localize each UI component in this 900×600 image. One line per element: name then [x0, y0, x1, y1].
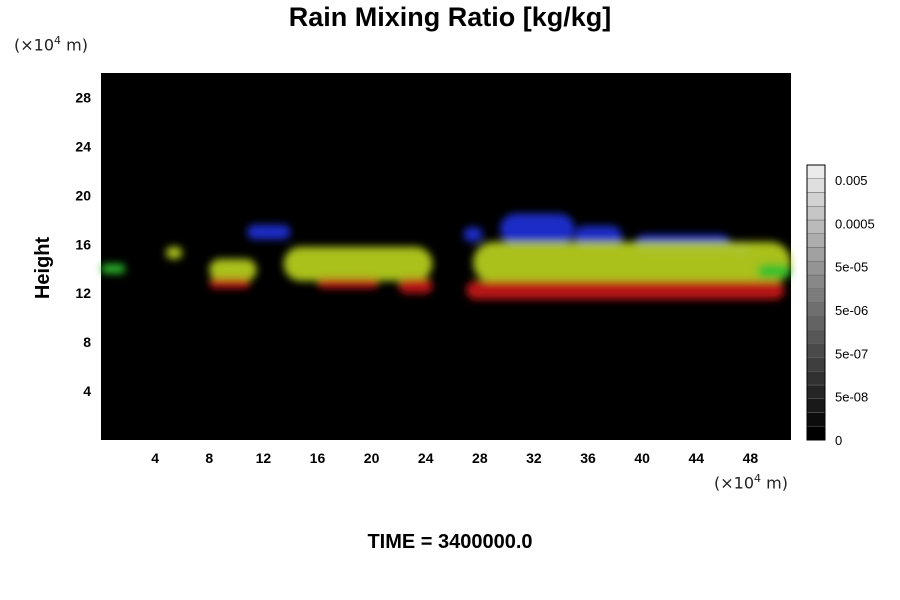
field-region-middle — [283, 246, 433, 281]
colorbar-tick-label: 5e-06 — [835, 303, 868, 318]
colorbar-swatch — [806, 206, 826, 221]
field-region-edge — [101, 263, 126, 274]
colorbar-swatch — [806, 384, 826, 399]
colorbar-tick-label: 0 — [835, 433, 842, 448]
y-tick-label: 20 — [75, 187, 91, 203]
y-tick-label: 24 — [75, 138, 91, 154]
x-tick-label: 36 — [580, 450, 596, 466]
colorbar-tick-label: 5e-05 — [835, 260, 868, 275]
field-region-lower — [466, 280, 785, 300]
colorbar-tick-label: 5e-07 — [835, 346, 868, 361]
colorbar-swatch — [806, 329, 826, 344]
time-label: TIME = 3400000.0 — [367, 531, 533, 553]
x-tick-label: 24 — [418, 450, 434, 466]
y-unit-base: (×10 — [14, 35, 55, 55]
colorbar-swatch — [806, 219, 826, 234]
field-region-edge — [757, 263, 791, 279]
x-tick-label: 40 — [634, 450, 650, 466]
field-region-lower — [398, 278, 433, 294]
field-layer — [101, 213, 791, 300]
field-region-lower — [317, 278, 379, 289]
colorbar — [806, 164, 826, 441]
colorbar-swatch — [806, 288, 826, 303]
x-tick-label: 20 — [364, 450, 380, 466]
colorbar-tick-labels: 0.005 0.0005 5e-05 5e-06 5e-07 5e-08 0 — [835, 173, 875, 448]
colorbar-swatch — [806, 357, 826, 372]
x-tick-label: 44 — [689, 450, 705, 466]
colorbar-tick-label: 0.0005 — [835, 216, 875, 231]
colorbar-swatch — [806, 164, 826, 179]
colorbar-swatch — [806, 371, 826, 386]
colorbar-swatch — [806, 261, 826, 276]
colorbar-swatch — [806, 247, 826, 262]
x-tick-labels: 4 8 12 16 20 24 28 32 36 40 44 48 — [151, 450, 758, 466]
x-tick-label: 12 — [256, 450, 272, 466]
y-tick-label: 4 — [83, 383, 91, 399]
x-tick-label: 8 — [205, 450, 213, 466]
colorbar-swatch — [806, 302, 826, 317]
y-axis-unit: (×104 m) — [14, 34, 88, 54]
field-region-upper — [247, 224, 291, 240]
field-region-lower — [209, 278, 250, 289]
x-unit-base: (×10 — [714, 473, 755, 493]
field-region-upper — [463, 227, 483, 242]
chart-title: Rain Mixing Ratio [kg/kg] — [288, 2, 612, 32]
colorbar-swatch — [806, 316, 826, 331]
colorbar-frame — [806, 164, 826, 441]
x-unit-exponent: 4 — [754, 472, 762, 485]
colorbar-swatch — [806, 412, 826, 427]
x-tick-label: 32 — [526, 450, 542, 466]
field-region-middle — [473, 241, 791, 284]
colorbar-swatch — [806, 274, 826, 289]
x-tick-label: 16 — [310, 450, 326, 466]
y-tick-label: 8 — [83, 334, 91, 350]
y-unit-tail: m) — [61, 35, 88, 55]
x-tick-label: 48 — [743, 450, 759, 466]
field-region-upper — [500, 213, 575, 245]
colorbar-swatch — [806, 192, 826, 207]
y-tick-label: 28 — [75, 89, 91, 105]
y-tick-labels: 4 8 12 16 20 24 28 — [75, 89, 91, 399]
field-region-middle — [165, 246, 183, 259]
x-unit-tail: m) — [761, 473, 788, 493]
field-region-upper — [574, 225, 622, 247]
colorbar-swatch — [806, 178, 826, 193]
colorbar-tick-label: 0.005 — [835, 173, 868, 188]
x-axis-unit: (×104 m) — [714, 472, 788, 492]
colorbar-swatch — [806, 233, 826, 248]
x-tick-label: 28 — [472, 450, 488, 466]
colorbar-swatch — [806, 398, 826, 413]
field-region-middle — [209, 258, 257, 281]
y-unit-exponent: 4 — [54, 34, 62, 47]
colorbar-swatch — [806, 343, 826, 358]
x-tick-label: 4 — [151, 450, 159, 466]
colorbar-swatch — [806, 426, 826, 441]
y-tick-label: 16 — [75, 236, 91, 252]
y-tick-label: 12 — [75, 285, 91, 301]
colorbar-tick-label: 5e-08 — [835, 390, 868, 405]
